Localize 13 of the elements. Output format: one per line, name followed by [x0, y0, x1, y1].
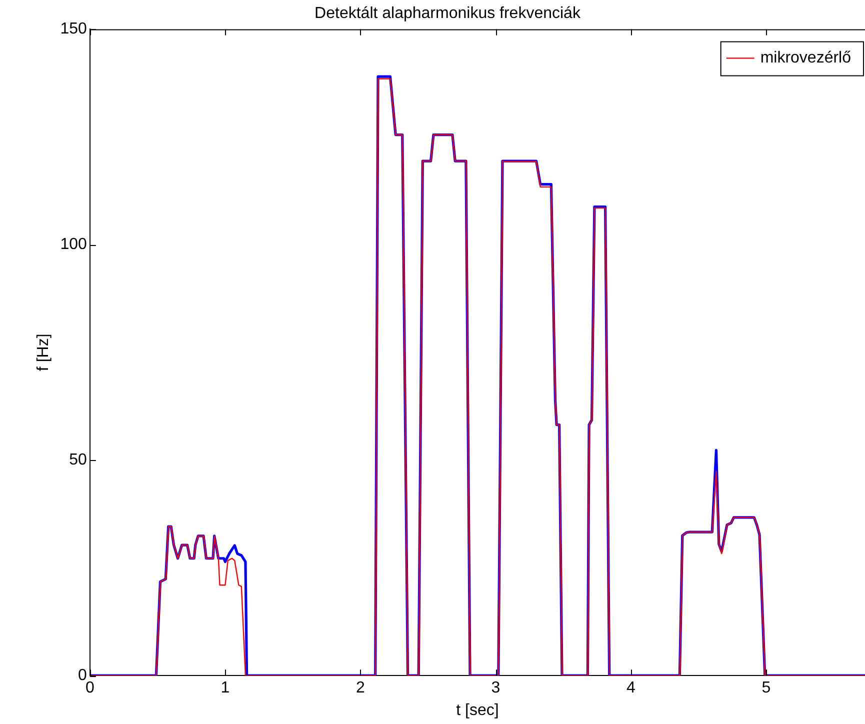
x-tick-label: 1: [220, 680, 230, 697]
y-tick-label: 100: [60, 236, 87, 254]
legend-label: mikrovezérlő: [760, 50, 852, 67]
x-tick-label: 4: [626, 680, 636, 697]
x-tick-label: 3: [491, 680, 500, 697]
x-tick-label: 5: [762, 680, 771, 697]
chart-title: Detektált alapharmonikus frekvenciák: [314, 5, 582, 22]
y-tick-label: 0: [78, 667, 87, 684]
x-tick-label: 2: [356, 680, 365, 697]
x-axis-title: t [sec]: [456, 702, 499, 719]
y-axis-title: f [Hz]: [35, 334, 52, 372]
y-tick-label: 50: [69, 452, 87, 469]
y-tick-label: 150: [60, 20, 87, 38]
